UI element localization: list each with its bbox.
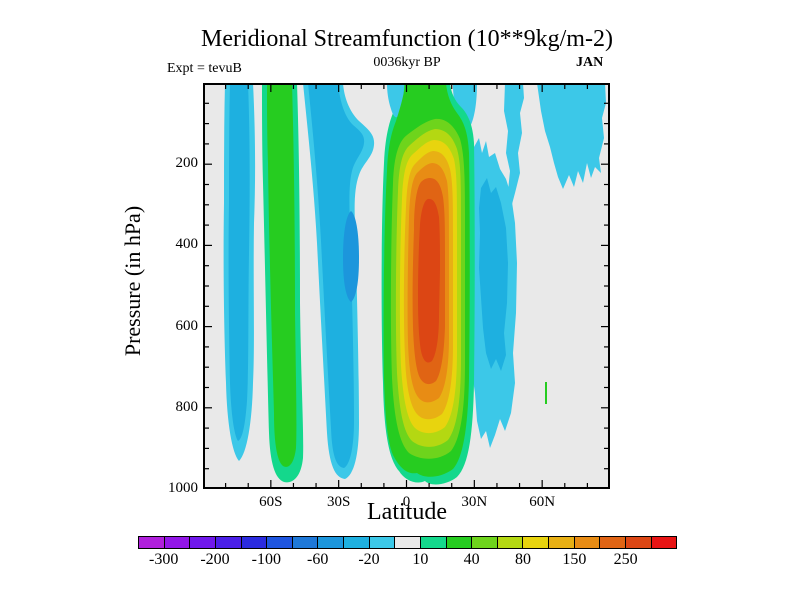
colorbar-cell-19 [625,537,652,548]
y-tick-label-800: 800 [175,398,199,415]
x-tick-label-30N: 30N [461,494,488,510]
colorbar-label-150: 150 [562,551,587,568]
colorbar-cell-17 [574,537,601,548]
colorbar-label-40: 40 [463,551,480,568]
x-tick-label-0: 0 [402,494,411,510]
colorbar [138,536,677,549]
contour-region-sh-subtrop-core [343,211,359,302]
time-label: 0036kyr BP [373,55,441,70]
contour-region-nh-midlat-inner [479,178,508,371]
x-tick-label-60S: 60S [259,494,283,510]
contour-region-sh-green-core [267,83,297,467]
colorbar-cell-10 [395,537,421,548]
colorbar-cell-7 [318,537,344,548]
contour-region-chimney-left-cyan [387,83,404,118]
colorbar-cell-9 [369,537,396,548]
colorbar-cell-5 [267,537,293,548]
colorbar-cell-4 [241,537,268,548]
y-tick-label-600: 600 [175,317,199,334]
y-axis-title: Pressure (in hPa) [120,205,145,357]
colorbar-label--60: -60 [306,551,329,568]
hadley-core-red-orange [418,198,440,363]
colorbar-cell-11 [420,537,447,548]
colorbar-cell-3 [215,537,242,548]
month-label: JAN [576,55,604,70]
colorbar-cell-16 [549,537,575,548]
colorbar-cell-18 [600,537,626,548]
colorbar-label--200: -200 [200,551,230,568]
colorbar-cell-15 [523,537,549,548]
x-tick-label-60N: 60N [529,494,556,510]
colorbar-cell-2 [190,537,216,548]
contour-region-nh-highlat-mass [537,83,606,189]
colorbar-label-80: 80 [515,551,531,568]
colorbar-cell-0 [139,537,165,548]
contour-region-nh-green-sliver [545,382,547,404]
contour-region-nh-top-finger [504,83,524,208]
chart-title: Meridional Streamfunction (10**9kg/m-2) [201,26,613,52]
x-axis-title: Latitude [367,499,447,525]
contour-plot [203,83,610,489]
colorbar-cell-6 [292,537,319,548]
colorbar-label-10: 10 [412,551,429,568]
colorbar-cell-1 [164,537,191,548]
y-tick-label-200: 200 [175,155,199,172]
colorbar-label-250: 250 [613,551,638,568]
colorbar-label--20: -20 [358,551,380,568]
colorbar-cell-12 [446,537,473,548]
x-tick-label-30S: 30S [326,494,351,510]
colorbar-label--100: -100 [251,551,281,568]
colorbar-cell-8 [344,537,370,548]
colorbar-cell-20 [651,537,677,548]
contour-region-sh-polar-inner [228,83,250,441]
colorbar-cell-14 [497,537,524,548]
experiment-label: Expt = tevuB [167,61,242,76]
plot-border [203,83,610,489]
colorbar-cell-13 [472,537,498,548]
colorbar-label--300: -300 [148,551,179,568]
contour-region-sh-subtrop-inner [308,83,365,468]
y-tick-label-1000: 1000 [168,480,198,496]
y-tick-label-400: 400 [175,236,199,253]
